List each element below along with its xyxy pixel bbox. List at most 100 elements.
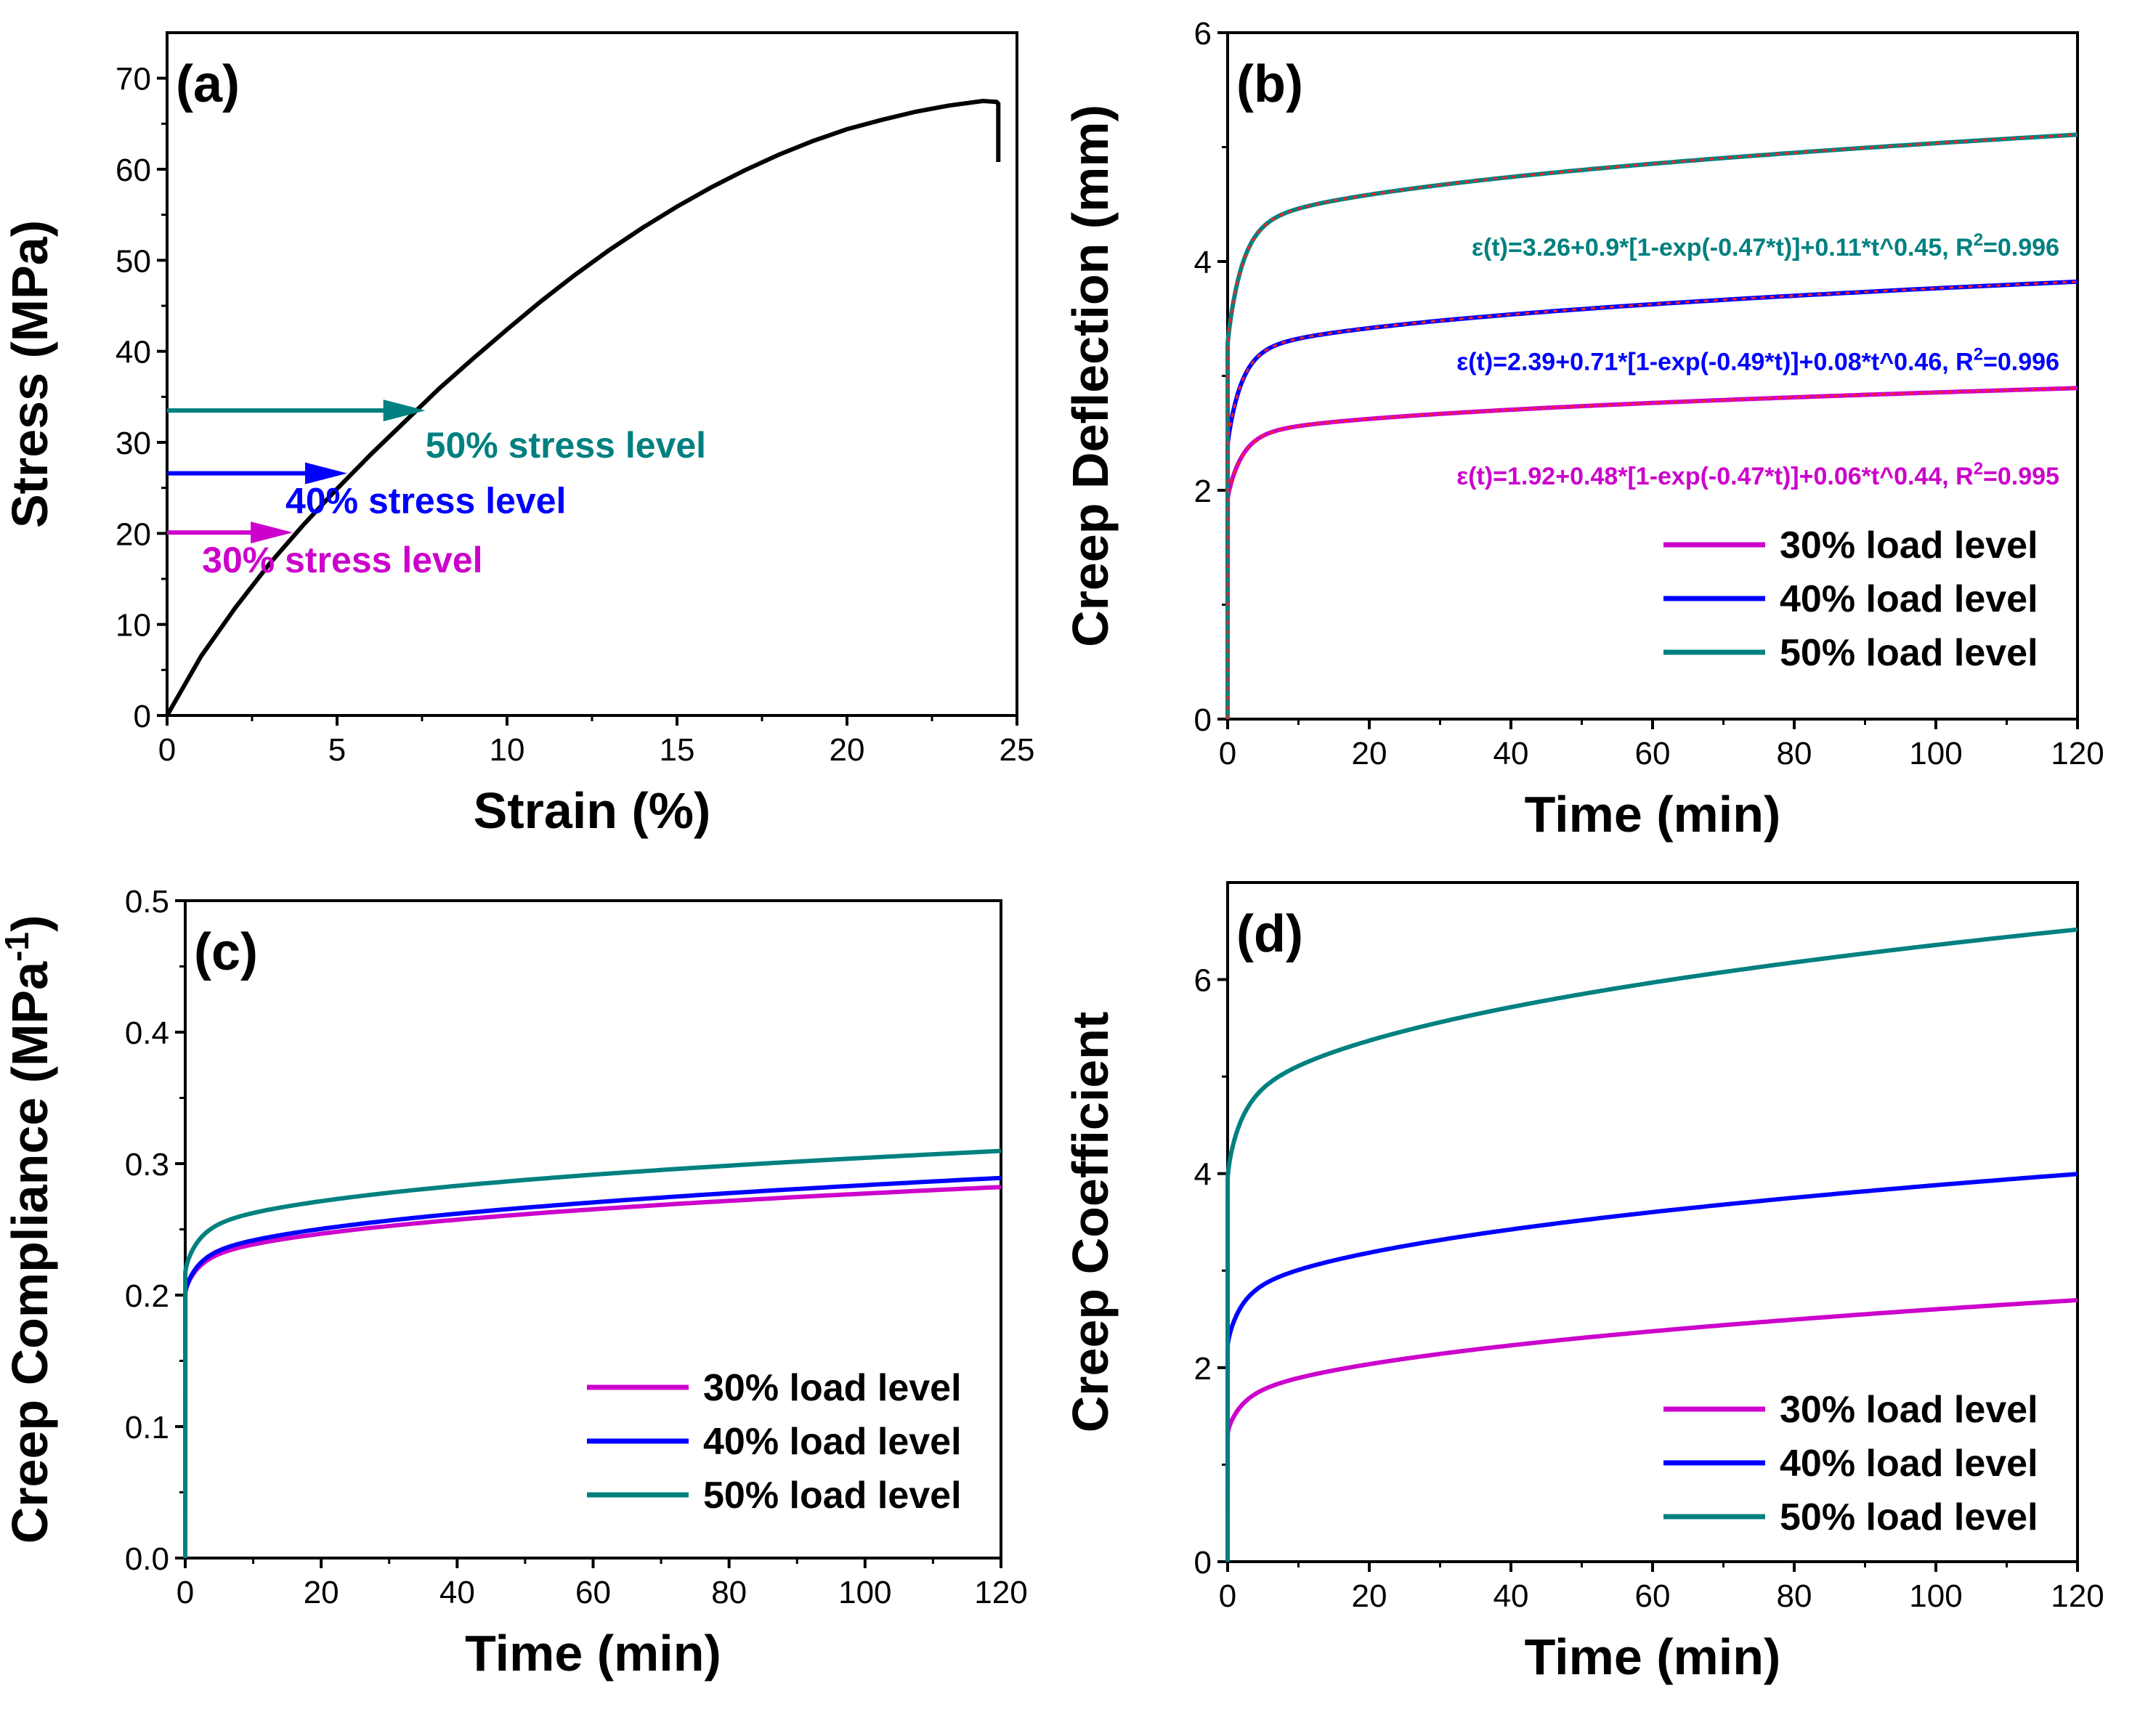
panel-label: (d) xyxy=(1236,905,1303,963)
legend-label: 50% load level xyxy=(1780,1496,2038,1538)
x-tick-label: 120 xyxy=(2051,1578,2104,1614)
y-axis-label-text: Creep Compliance (MPa xyxy=(1,961,58,1544)
y-axis-label: Creep Compliance (MPa-1) xyxy=(0,915,58,1544)
plot-frame xyxy=(166,31,1018,717)
x-tick-label: 0 xyxy=(1219,1578,1236,1614)
x-tick-label: 0 xyxy=(1219,736,1236,771)
y-tick-label: 0 xyxy=(1194,1545,1212,1581)
legend-label: 40% load level xyxy=(1780,578,2038,620)
y-tick-label: 50 xyxy=(115,243,151,279)
fit-equation-superscript: 2 xyxy=(1974,459,1983,479)
annotation-arrow-head xyxy=(251,522,293,544)
series-line-50 xyxy=(183,1148,1002,1559)
fit-line xyxy=(1226,133,2078,720)
x-tick-label: 40 xyxy=(1493,736,1529,771)
y-axis-label: Stress (MPa) xyxy=(1,220,58,528)
x-tick-label: 60 xyxy=(1635,736,1671,771)
x-axis-label: Time (min) xyxy=(465,1625,721,1682)
y-axis-label: Creep Coefficient xyxy=(1062,1012,1119,1433)
panel-d: 0 20 40 60 80 100 120 0 2 4 6 Time (min) Creep Coeff… xyxy=(1062,881,2104,1685)
legend-label: 50% load level xyxy=(703,1475,962,1517)
fit-equation: ε(t)=1.92+0.48*[1-exp(-0.47*t)]+0.06*t^0… xyxy=(1456,459,2059,490)
legend-label: 30% load level xyxy=(1780,1389,2038,1431)
panel-c: 0 20 40 60 80 100 120 0.0 0.1 0.2 0.3 0.4 0.5 Time (m… xyxy=(0,884,1028,1682)
y-tick-label: 2 xyxy=(1194,474,1212,509)
y-tick-label: 2 xyxy=(1194,1351,1212,1387)
fit-equation: ε(t)=2.39+0.71*[1-exp(-0.49*t)]+0.08*t^0… xyxy=(1456,345,2059,376)
x-tick-label: 25 xyxy=(1000,732,1035,768)
x-tick-label: 15 xyxy=(660,732,695,768)
x-tick-label: 80 xyxy=(711,1575,747,1610)
x-tick-label: 100 xyxy=(838,1575,891,1610)
y-axis-label-text: Stress (MPa) xyxy=(1,220,58,528)
fit-equation-superscript: 2 xyxy=(1974,230,1983,250)
legend-label: 30% load level xyxy=(703,1367,962,1409)
fit-line xyxy=(1226,386,2078,720)
x-tick-label: 0 xyxy=(177,1575,194,1610)
y-tick-label: 6 xyxy=(1194,963,1212,999)
panel-label: (c) xyxy=(194,923,258,981)
y-tick-label: 10 xyxy=(115,608,151,644)
y-axis-label-superscript: -1 xyxy=(0,932,36,962)
x-tick-label: 80 xyxy=(1777,736,1812,771)
x-axis-label: Strain (%) xyxy=(474,782,711,839)
x-tick-label: 20 xyxy=(830,732,865,768)
fit-equation-text: ε(t)=1.92+0.48*[1-exp(-0.47*t)]+0.06*t^0… xyxy=(1456,463,1974,490)
legend-label: 40% load level xyxy=(1780,1443,2038,1485)
series-line-50 xyxy=(1225,927,2078,1562)
y-tick-label: 30 xyxy=(115,426,151,461)
y-tick-label: 0.1 xyxy=(125,1410,169,1445)
series-line-stress-strain xyxy=(165,98,1001,717)
y-axis-label-close: ) xyxy=(1,915,58,932)
y-tick-label: 0.2 xyxy=(125,1278,169,1314)
x-axis-label: Time (min) xyxy=(1525,786,1781,843)
annotation-label: 50% stress level xyxy=(426,425,706,466)
x-tick-label: 60 xyxy=(1635,1578,1671,1614)
x-tick-label: 10 xyxy=(490,732,525,768)
y-tick-label: 0.5 xyxy=(125,884,169,920)
x-axis-label: Time (min) xyxy=(1525,1628,1781,1685)
y-tick-label: 0.4 xyxy=(125,1015,169,1051)
legend-label: 40% load level xyxy=(703,1421,962,1463)
y-tick-label: 0 xyxy=(134,699,151,734)
x-tick-label: 20 xyxy=(1352,1578,1387,1614)
y-tick-label: 70 xyxy=(115,62,151,97)
fit-line xyxy=(1226,280,2078,720)
fit-equation-r2: =0.995 xyxy=(1983,463,2059,490)
x-tick-label: 60 xyxy=(575,1575,611,1610)
y-tick-label: 6 xyxy=(1194,16,1212,52)
panel-b: 0 20 40 60 80 100 120 0 2 4 6 Time (min) Creep Defle… xyxy=(1062,16,2104,843)
x-tick-label: 120 xyxy=(974,1575,1027,1610)
fit-equation-text: ε(t)=3.26+0.9*[1-exp(-0.47*t)]+0.11*t^0.… xyxy=(1472,234,1974,261)
fit-equation-r2: =0.996 xyxy=(1983,349,2059,376)
y-tick-label: 4 xyxy=(1194,1157,1212,1193)
panel-a: 0 5 10 15 20 25 0 10 20 30 40 50 60 70 Strain (%) Stres… xyxy=(1,31,1035,839)
y-tick-label: 20 xyxy=(115,516,151,552)
y-axis-label: Creep Deflection (mm) xyxy=(1062,105,1119,647)
x-tick-label: 20 xyxy=(304,1575,339,1610)
x-tick-label: 100 xyxy=(1909,1578,1962,1614)
fit-equation-superscript: 2 xyxy=(1974,345,1983,365)
series-line-40 xyxy=(183,1175,1002,1559)
x-tick-label: 120 xyxy=(2051,736,2104,771)
fit-equation: ε(t)=3.26+0.9*[1-exp(-0.47*t)]+0.11*t^0.… xyxy=(1472,230,2059,261)
y-tick-label: 40 xyxy=(115,335,151,370)
x-tick-label: 20 xyxy=(1352,736,1387,771)
x-tick-label: 5 xyxy=(328,732,346,768)
x-tick-label: 0 xyxy=(158,732,176,768)
legend-label: 30% load level xyxy=(1780,524,2038,567)
y-axis-label-text: Creep Coefficient xyxy=(1062,1012,1119,1433)
panel-label: (b) xyxy=(1236,55,1303,113)
x-tick-label: 100 xyxy=(1909,736,1962,771)
annotation-arrow-head xyxy=(305,462,348,484)
annotation-arrow-head xyxy=(383,399,426,422)
x-tick-label: 80 xyxy=(1777,1578,1812,1614)
y-tick-label: 0.0 xyxy=(125,1541,169,1577)
series-line-40 xyxy=(1225,1172,2078,1562)
y-tick-label: 60 xyxy=(115,153,151,188)
y-tick-label: 4 xyxy=(1194,245,1212,280)
y-tick-label: 0 xyxy=(1194,702,1212,738)
legend-label: 50% load level xyxy=(1780,632,2038,674)
annotation-label: 40% stress level xyxy=(285,481,566,522)
